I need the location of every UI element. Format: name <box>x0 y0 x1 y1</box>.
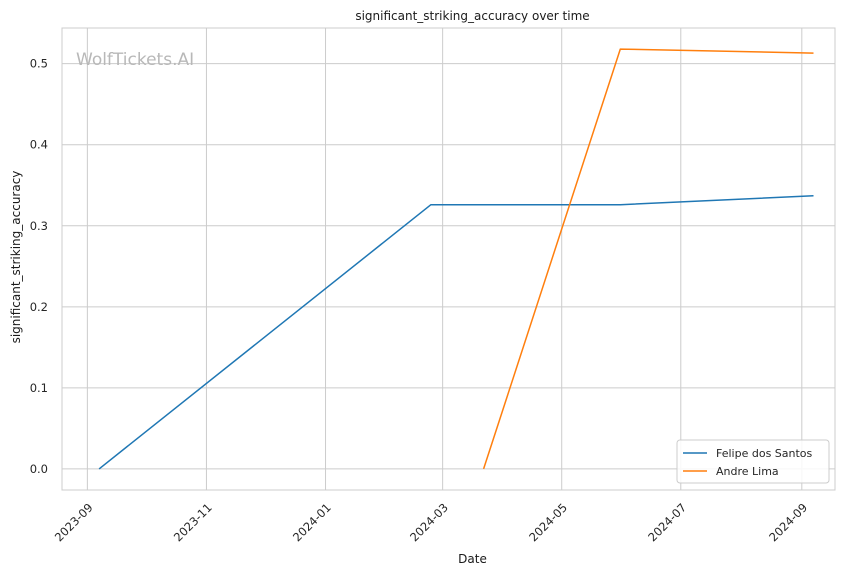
legend: Felipe dos Santos Andre Lima <box>676 439 830 484</box>
y-tick-label: 0.4 <box>30 138 48 152</box>
x-gridlines <box>86 28 803 490</box>
x-axis-label: Date <box>458 552 487 566</box>
watermark-text: WolfTickets.AI <box>76 50 194 70</box>
series-line <box>98 195 814 470</box>
series-line <box>482 48 814 470</box>
legend-label: Andre Lima <box>716 465 779 478</box>
series-lines <box>98 48 814 470</box>
y-tick-label: 0.2 <box>30 300 48 314</box>
y-tick-label: 0.5 <box>30 57 48 71</box>
chart-title: significant_striking_accuracy over time <box>355 9 589 23</box>
y-tick-label: 0.3 <box>30 219 48 233</box>
y-axis-label: significant_striking_accuracy <box>9 171 23 344</box>
y-tick-label: 0.1 <box>30 381 48 395</box>
legend-label: Felipe dos Santos <box>716 447 813 460</box>
y-tick-labels: 0.0 0.1 0.2 0.3 0.4 0.5 <box>30 57 48 476</box>
legend-box <box>676 439 830 484</box>
y-gridlines <box>62 63 835 470</box>
y-tick-label: 0.0 <box>30 462 48 476</box>
plot-area-frame <box>61 27 836 491</box>
